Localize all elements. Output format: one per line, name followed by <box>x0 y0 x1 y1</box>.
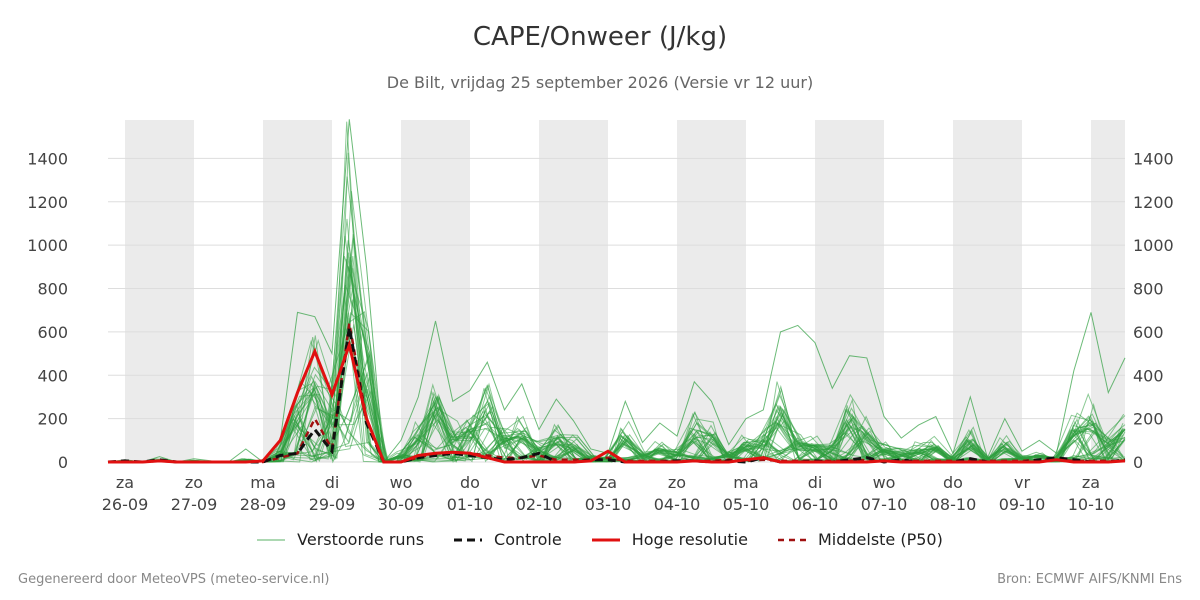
x-tick-label-date: 01-10 <box>447 495 494 514</box>
chart-title: CAPE/Onweer (J/kg) <box>472 22 728 52</box>
legend-swatch-control <box>454 538 483 541</box>
main-series <box>107 322 1126 464</box>
legend-label-median: Middelste (P50) <box>817 530 943 549</box>
x-tick-label-day: za <box>116 473 134 492</box>
x-tick-label-date: 03-10 <box>585 495 632 514</box>
day-band <box>953 120 1022 462</box>
day-band <box>125 120 194 462</box>
legend: Verstoorde runs Controle Hoge resolutie … <box>0 530 1200 549</box>
x-tick-label-day: vr <box>1014 473 1030 492</box>
legend-item-hires: Hoge resolutie <box>591 530 748 549</box>
y-tick-label-left: 800 <box>37 280 68 299</box>
x-tick-label-day: ma <box>250 473 275 492</box>
chart-subtitle: De Bilt, vrijdag 25 september 2026 (Vers… <box>386 73 814 92</box>
y-tick-label-right: 600 <box>1133 323 1164 342</box>
day-band <box>815 120 884 462</box>
y-tick-label-right: 400 <box>1133 366 1164 385</box>
x-tick-label-date: 02-10 <box>516 495 563 514</box>
x-tick-label-date: 10-10 <box>1068 495 1115 514</box>
y-tick-label-left: 0 <box>58 453 68 472</box>
legend-label-hires: Hoge resolutie <box>631 530 748 549</box>
x-tick-label-day: di <box>325 473 340 492</box>
y-tick-label-left: 600 <box>37 323 68 342</box>
y-tick-label-left: 1000 <box>27 236 68 255</box>
x-tick-label-day: zo <box>185 473 203 492</box>
legend-item-control: Controle <box>454 530 562 549</box>
x-tick-label-day: ma <box>733 473 758 492</box>
legend-item-median: Middelste (P50) <box>777 530 943 549</box>
day-band <box>539 120 608 462</box>
x-axis: za 26-09 zo 27-09 ma 28-09 di 29-09 wo 30-09 do 01-… <box>102 473 1115 514</box>
x-tick-label-day: di <box>808 473 823 492</box>
hires-line <box>108 339 1126 464</box>
x-tick-label-day: vr <box>531 473 547 492</box>
x-tick-label-day: wo <box>873 473 896 492</box>
x-tick-label-day: wo <box>390 473 413 492</box>
y-tick-label-right: 1400 <box>1133 149 1174 168</box>
legend-swatch-ensemble <box>257 539 286 540</box>
day-band <box>1091 120 1125 462</box>
y-axis-left: 0 200 400 600 800 1000 1200 1400 <box>27 149 68 472</box>
legend-swatch-hires <box>591 538 620 541</box>
x-tick-label-date: 04-10 <box>654 495 701 514</box>
x-tick-label-day: do <box>460 473 480 492</box>
x-tick-label-date: 06-10 <box>792 495 839 514</box>
x-tick-label-day: zo <box>668 473 686 492</box>
y-tick-label-right: 0 <box>1133 453 1143 472</box>
legend-item-ensemble: Verstoorde runs <box>257 530 424 549</box>
legend-label-control: Controle <box>494 530 562 549</box>
ensemble-run <box>107 292 1126 463</box>
y-tick-label-left: 1400 <box>27 149 68 168</box>
ensemble-run <box>112 238 1124 463</box>
y-tick-label-right: 1200 <box>1133 193 1174 212</box>
x-tick-label-date: 26-09 <box>102 495 149 514</box>
footer-generated-by: Gegenereerd door MeteoVPS (meteo-service… <box>18 572 330 587</box>
y-tick-label-left: 200 <box>37 410 68 429</box>
y-axis-right: 0 200 400 600 800 1000 1200 1400 <box>1133 149 1174 472</box>
day-band <box>677 120 746 462</box>
x-tick-label-day: do <box>943 473 963 492</box>
x-tick-label-date: 09-10 <box>999 495 1046 514</box>
y-tick-label-left: 1200 <box>27 193 68 212</box>
x-tick-label-day: za <box>599 473 617 492</box>
x-tick-label-date: 07-10 <box>861 495 908 514</box>
legend-swatch-median <box>777 538 806 541</box>
x-tick-label-day: za <box>1082 473 1100 492</box>
control-line <box>107 327 1126 464</box>
x-tick-label-date: 27-09 <box>171 495 218 514</box>
y-tick-label-right: 800 <box>1133 280 1164 299</box>
footer-source: Bron: ECMWF AIFS/KNMI Ens <box>997 572 1182 587</box>
y-tick-label-right: 200 <box>1133 410 1164 429</box>
legend-label-ensemble: Verstoorde runs <box>297 530 425 549</box>
x-tick-label-date: 30-09 <box>378 495 425 514</box>
weekend-shading <box>125 120 1125 462</box>
y-tick-label-right: 1000 <box>1133 236 1174 255</box>
median-line <box>108 322 1125 464</box>
x-tick-label-date: 08-10 <box>930 495 977 514</box>
y-tick-label-left: 400 <box>37 366 68 385</box>
x-tick-label-date: 29-09 <box>309 495 356 514</box>
x-tick-label-date: 28-09 <box>240 495 287 514</box>
x-tick-label-date: 05-10 <box>723 495 770 514</box>
